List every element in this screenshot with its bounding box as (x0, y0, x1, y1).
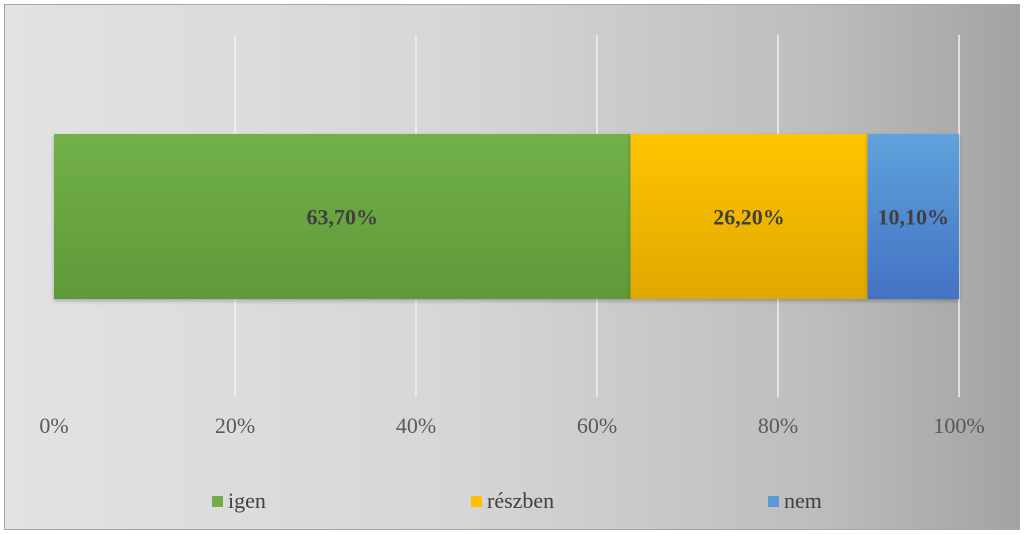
x-axis-tick-labels: 0% 20% 40% 60% 80% 100% (39, 413, 984, 438)
data-label-részben: 26,20% (713, 205, 785, 230)
bar-segment-részben (630, 134, 868, 299)
bar-segment-igen (54, 134, 631, 299)
x-tick-label: 40% (396, 413, 436, 438)
legend-swatch-részben (471, 496, 482, 507)
x-tick-label: 80% (758, 413, 798, 438)
data-label-igen: 63,70% (306, 205, 378, 230)
legend-swatch-nem (768, 496, 779, 507)
legend: igen részben nem (212, 488, 822, 513)
x-tick-label: 0% (39, 413, 68, 438)
legend-label-részben: részben (487, 488, 554, 513)
x-tick-label: 20% (215, 413, 255, 438)
bar-segment-nem (867, 134, 959, 299)
legend-swatch-igen (212, 496, 223, 507)
x-tick-label: 100% (933, 413, 984, 438)
stacked-bar-chart: 63,70% 26,20% 10,10% 0% 20% 40% 60% 80% 100% ig… (39, 35, 985, 513)
chart-frame: 63,70% 26,20% 10,10% 0% 20% 40% 60% 80% 100% ig… (4, 4, 1020, 530)
legend-label-igen: igen (228, 488, 266, 513)
legend-label-nem: nem (784, 488, 822, 513)
data-label-nem: 10,10% (878, 205, 950, 230)
x-tick-label: 60% (577, 413, 617, 438)
bar-segments (54, 134, 959, 299)
data-labels: 63,70% 26,20% 10,10% (306, 205, 949, 230)
